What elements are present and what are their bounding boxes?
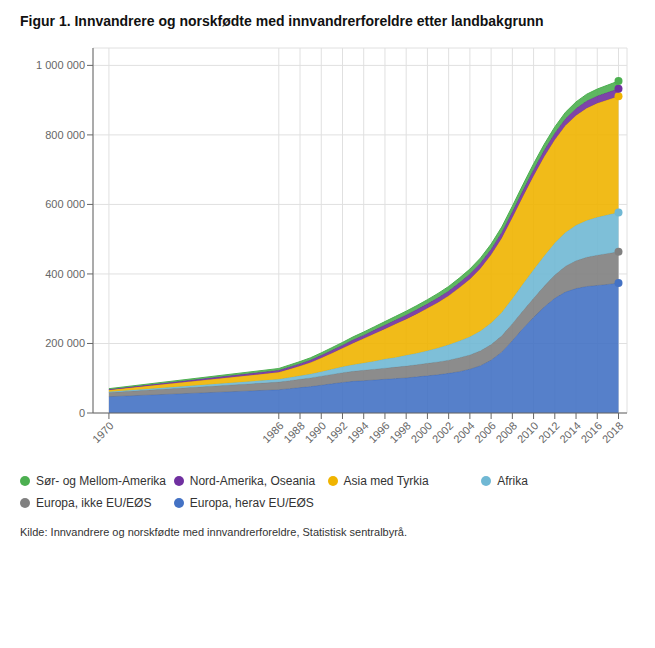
svg-text:1990: 1990 xyxy=(302,419,328,445)
svg-text:800 000: 800 000 xyxy=(45,129,85,141)
html-text:Kilde: Innvandrere og norskfød: Kilde: Innvandrere og norskfødte med inn… xyxy=(20,526,407,538)
svg-text:1992: 1992 xyxy=(324,419,350,445)
html-text:Afrika: Afrika xyxy=(497,474,528,488)
svg-text:1998: 1998 xyxy=(387,419,413,445)
svg-text:1970: 1970 xyxy=(90,419,116,445)
html-text:Figur 1. Innvandrere og norskf: Figur 1. Innvandrere og norskfødte med i… xyxy=(20,13,544,29)
html-text:Asia med Tyrkia: Asia med Tyrkia xyxy=(343,474,429,488)
svg-text:1986: 1986 xyxy=(260,419,286,445)
svg-text:2010: 2010 xyxy=(515,419,541,445)
svg-text:1988: 1988 xyxy=(281,419,307,445)
svg-text:600 000: 600 000 xyxy=(45,198,85,210)
svg-text:2000: 2000 xyxy=(409,419,435,445)
svg-text:1 000 000: 1 000 000 xyxy=(36,59,85,71)
svg-text:2002: 2002 xyxy=(430,419,456,445)
svg-text:2008: 2008 xyxy=(493,419,519,445)
html-text:Nord-Amerika, Oseania: Nord-Amerika, Oseania xyxy=(189,474,316,488)
svg-text:200 000: 200 000 xyxy=(45,337,85,349)
svg-text:2014: 2014 xyxy=(557,419,583,445)
svg-text:0: 0 xyxy=(79,407,85,419)
svg-text:400 000: 400 000 xyxy=(45,268,85,280)
svg-text:2012: 2012 xyxy=(536,419,562,445)
svg-text:1996: 1996 xyxy=(366,419,392,445)
svg-text:2016: 2016 xyxy=(578,419,604,445)
html-text:Europa, herav EU/EØS: Europa, herav EU/EØS xyxy=(189,496,314,510)
html-text:Sør- og Mellom-Amerika: Sør- og Mellom-Amerika xyxy=(36,474,166,488)
svg-text:2018: 2018 xyxy=(600,419,626,445)
svg-text:2004: 2004 xyxy=(451,419,477,445)
html-text:Europa, ikke EU/EØS: Europa, ikke EU/EØS xyxy=(36,496,152,510)
svg-text:1994: 1994 xyxy=(345,419,371,445)
svg-text:2006: 2006 xyxy=(472,419,498,445)
